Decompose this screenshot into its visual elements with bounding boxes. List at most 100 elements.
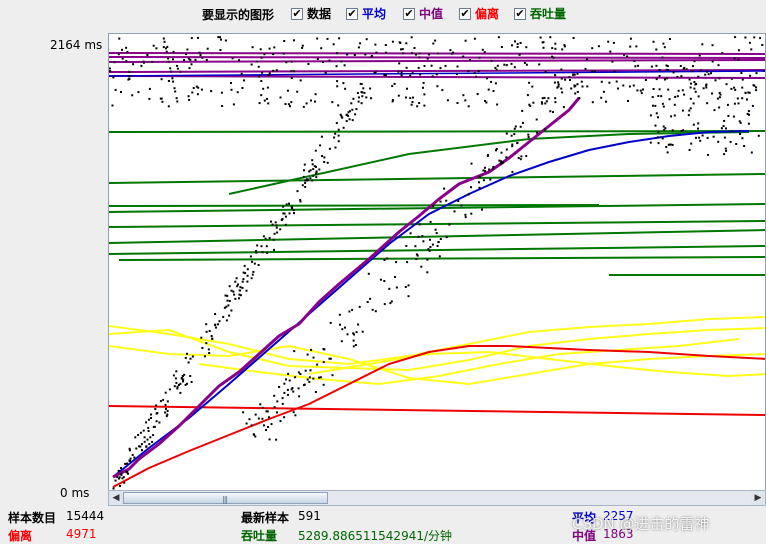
data-point (640, 92, 643, 95)
checkbox-throughput-label: 吞吐量 (530, 7, 567, 21)
data-point (320, 135, 323, 138)
data-point (689, 86, 692, 89)
checkbox-average[interactable]: ✔ 平均 (346, 5, 386, 22)
data-point (439, 67, 442, 70)
scroll-left-arrow-icon[interactable]: ◀ (109, 491, 123, 505)
data-point (394, 276, 396, 278)
data-point (405, 96, 407, 99)
data-point (244, 272, 247, 275)
data-point (441, 89, 444, 92)
data-point (139, 445, 142, 448)
data-point (711, 92, 713, 95)
data-point (283, 416, 286, 419)
data-point (750, 151, 753, 154)
data-point (707, 73, 710, 76)
data-point (385, 51, 387, 54)
latest-sample-label: 最新样本 (241, 511, 290, 525)
data-point (331, 374, 334, 377)
data-point (697, 75, 700, 78)
data-point (117, 469, 120, 472)
data-point (446, 99, 449, 102)
data-point (391, 85, 394, 88)
data-point (339, 323, 341, 326)
horizontal-scrollbar[interactable]: ◀ ||| ▶ (108, 490, 766, 506)
data-point (665, 77, 668, 80)
data-point (329, 321, 332, 324)
data-point (301, 184, 304, 187)
data-point (302, 105, 305, 108)
data-point (635, 45, 638, 48)
data-point (289, 105, 291, 108)
checkbox-throughput[interactable]: ✔ 吞吐量 (514, 5, 566, 22)
data-point (302, 175, 305, 178)
data-point (593, 70, 596, 73)
data-point (138, 445, 141, 448)
data-point (617, 87, 619, 90)
data-point (357, 96, 360, 99)
checkbox-median[interactable]: ✔ 中值 (403, 5, 443, 22)
data-point (541, 102, 544, 105)
data-point (167, 60, 170, 63)
data-point (405, 66, 408, 69)
data-point (319, 376, 322, 379)
data-point (253, 262, 256, 265)
data-point (220, 38, 222, 41)
data-point (373, 71, 376, 74)
data-point (305, 179, 308, 182)
data-point (346, 333, 349, 336)
data-point (725, 149, 728, 152)
data-point (519, 158, 522, 161)
data-point (261, 71, 264, 74)
data-point (500, 46, 503, 48)
data-point (576, 90, 579, 93)
data-point (492, 167, 495, 170)
checkbox-average-box[interactable]: ✔ (346, 6, 358, 20)
checkbox-data[interactable]: ✔ 数据 (291, 5, 331, 22)
data-point (573, 85, 576, 88)
data-point (712, 135, 715, 138)
scroll-right-arrow-icon[interactable]: ▶ (751, 491, 765, 505)
data-point (702, 87, 705, 90)
data-point (348, 118, 351, 121)
data-point (697, 95, 700, 98)
data-point (410, 103, 413, 106)
data-point (142, 60, 145, 63)
data-point (288, 202, 290, 205)
data-point (180, 377, 183, 380)
data-point (663, 46, 666, 49)
scrollbar-thumb[interactable]: ||| (123, 492, 328, 504)
data-point (490, 80, 493, 83)
data-point (704, 73, 707, 76)
data-point (407, 295, 410, 298)
data-point (400, 71, 403, 74)
data-point (125, 46, 128, 49)
data-point (688, 109, 691, 112)
data-point (626, 55, 629, 58)
data-point (273, 394, 276, 397)
data-point (467, 193, 470, 196)
data-point (127, 78, 130, 81)
data-point (427, 248, 430, 251)
data-point (267, 426, 270, 428)
data-point (436, 85, 439, 88)
data-point (352, 345, 355, 348)
data-point (151, 60, 154, 63)
data-point (673, 114, 676, 117)
checkbox-deviation-box[interactable]: ✔ (459, 6, 471, 20)
data-point (159, 97, 162, 100)
data-point (187, 95, 190, 98)
data-point (257, 264, 260, 266)
checkbox-throughput-box[interactable]: ✔ (514, 6, 526, 20)
checkbox-data-box[interactable]: ✔ (291, 6, 303, 20)
data-point (268, 47, 271, 50)
data-point (316, 37, 319, 40)
data-point (290, 206, 293, 209)
data-point (315, 165, 317, 168)
data-point (528, 81, 531, 84)
data-point (429, 246, 432, 248)
checkbox-deviation[interactable]: ✔ 偏离 (459, 5, 499, 22)
data-point (197, 86, 200, 89)
data-point (324, 71, 327, 74)
checkbox-median-box[interactable]: ✔ (403, 6, 415, 20)
data-point (741, 86, 744, 89)
